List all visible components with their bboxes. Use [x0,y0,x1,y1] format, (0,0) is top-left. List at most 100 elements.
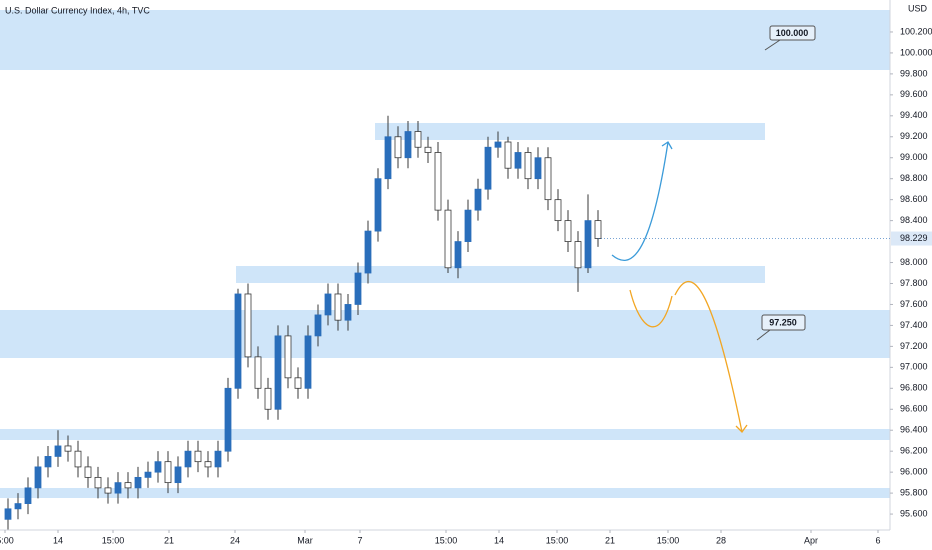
y-tick-label: 96.400 [900,425,928,435]
candle-body [64,445,72,452]
candle-body [544,157,552,201]
candle-body [164,461,172,484]
y-tick-label: 98.400 [900,215,928,225]
candle-body [564,220,572,242]
candle-body [24,487,32,504]
x-tick-label: 15:00 [102,535,125,545]
candle-body [494,141,502,148]
candle-body [444,209,452,269]
candle-body [4,508,12,520]
candle-body [474,188,482,211]
candle-body [534,157,542,180]
y-tick-label: 99.600 [900,89,928,99]
candle-body [454,241,462,269]
y-tick-label: 97.600 [900,299,928,309]
zone [0,488,890,498]
zone [0,10,890,70]
candle-body [504,141,512,169]
last-price-tag [891,231,932,246]
y-tick-label: 100.000 [900,47,932,57]
x-tick-label: 15:00 [657,535,680,545]
x-tick-label: 5:00 [0,535,14,545]
chart-title: U.S. Dollar Currency Index, 4h, TVC [5,5,150,15]
blue-arrow [611,141,669,262]
candle-body [514,152,522,169]
candle-body [174,466,182,484]
zone [375,123,765,140]
x-tick-label: 15:00 [435,535,458,545]
orange-arrow [674,280,743,433]
price-axis [890,0,932,550]
candle-body [334,293,342,321]
candle-body [384,136,392,180]
x-tick-label: 15:00 [546,535,569,545]
candle-body [304,335,312,389]
y-tick-label: 97.200 [900,341,928,351]
x-tick-label: 24 [230,535,240,545]
candle-body [144,471,152,478]
x-tick-label: 6 [875,535,880,545]
zone [236,266,765,283]
candle-body [484,146,492,190]
y-tick-label: 99.000 [900,152,928,162]
candle-body [34,466,42,489]
candle-body [214,450,222,468]
candle-body [84,466,92,478]
candles [4,115,602,530]
callout-pointer [764,39,781,51]
candle-body [114,482,122,494]
candle-body [74,450,82,468]
candle-body [184,450,192,468]
candle-body [324,293,332,316]
candle-body [554,199,562,222]
candle-body [314,314,322,337]
y-tick-label: 95.800 [900,487,928,497]
candle-body [374,178,382,232]
candle-body [224,387,232,452]
y-tick-label: 96.000 [900,467,928,477]
last-price-label: 98.229 [900,233,928,243]
candle-body [584,220,592,269]
candle-body [574,241,582,269]
candle-body [204,461,212,468]
candle-body [394,136,402,159]
currency-label: USD [908,3,928,13]
x-tick-label: 28 [716,535,726,545]
y-tick-label: 99.800 [900,68,928,78]
candle-body [434,152,442,211]
callout [761,314,806,331]
y-tick-label: 96.200 [900,446,928,456]
candle-body [364,230,372,274]
x-tick-label: Apr [804,535,818,545]
candle-body [264,387,272,410]
candle-body [104,487,112,494]
y-tick-label: 98.600 [900,194,928,204]
candle-body [354,272,362,305]
y-tick-label: 100.200 [900,26,932,36]
candle-body [464,209,472,242]
callout-label: 97.250 [769,317,797,327]
y-tick-label: 97.800 [900,278,928,288]
x-tick-label: 21 [605,535,615,545]
candle-body [344,304,352,321]
orange-arrow-head [735,424,748,434]
y-tick-label: 95.600 [900,508,928,518]
x-tick-label: 7 [357,535,362,545]
blue-arrow-head [661,141,673,150]
y-tick-label: 96.800 [900,383,928,393]
y-tick-label: 96.600 [900,404,928,414]
x-axis: 5:00 14 15:00 21 24 Mar 7 15:00 14 15:00 21 15:00 28… [0,530,881,545]
y-tick-label: 98.000 [900,257,928,267]
candle-body [414,131,422,148]
x-tick-label: Mar [297,535,313,545]
callout [769,25,816,41]
zone [0,310,890,358]
orange-arrow [629,289,673,328]
candle-body [294,377,302,389]
candle-body [234,293,242,389]
candle-body [194,450,202,463]
y-tick-label: 99.200 [900,131,928,141]
x-tick-label: 14 [494,535,504,545]
